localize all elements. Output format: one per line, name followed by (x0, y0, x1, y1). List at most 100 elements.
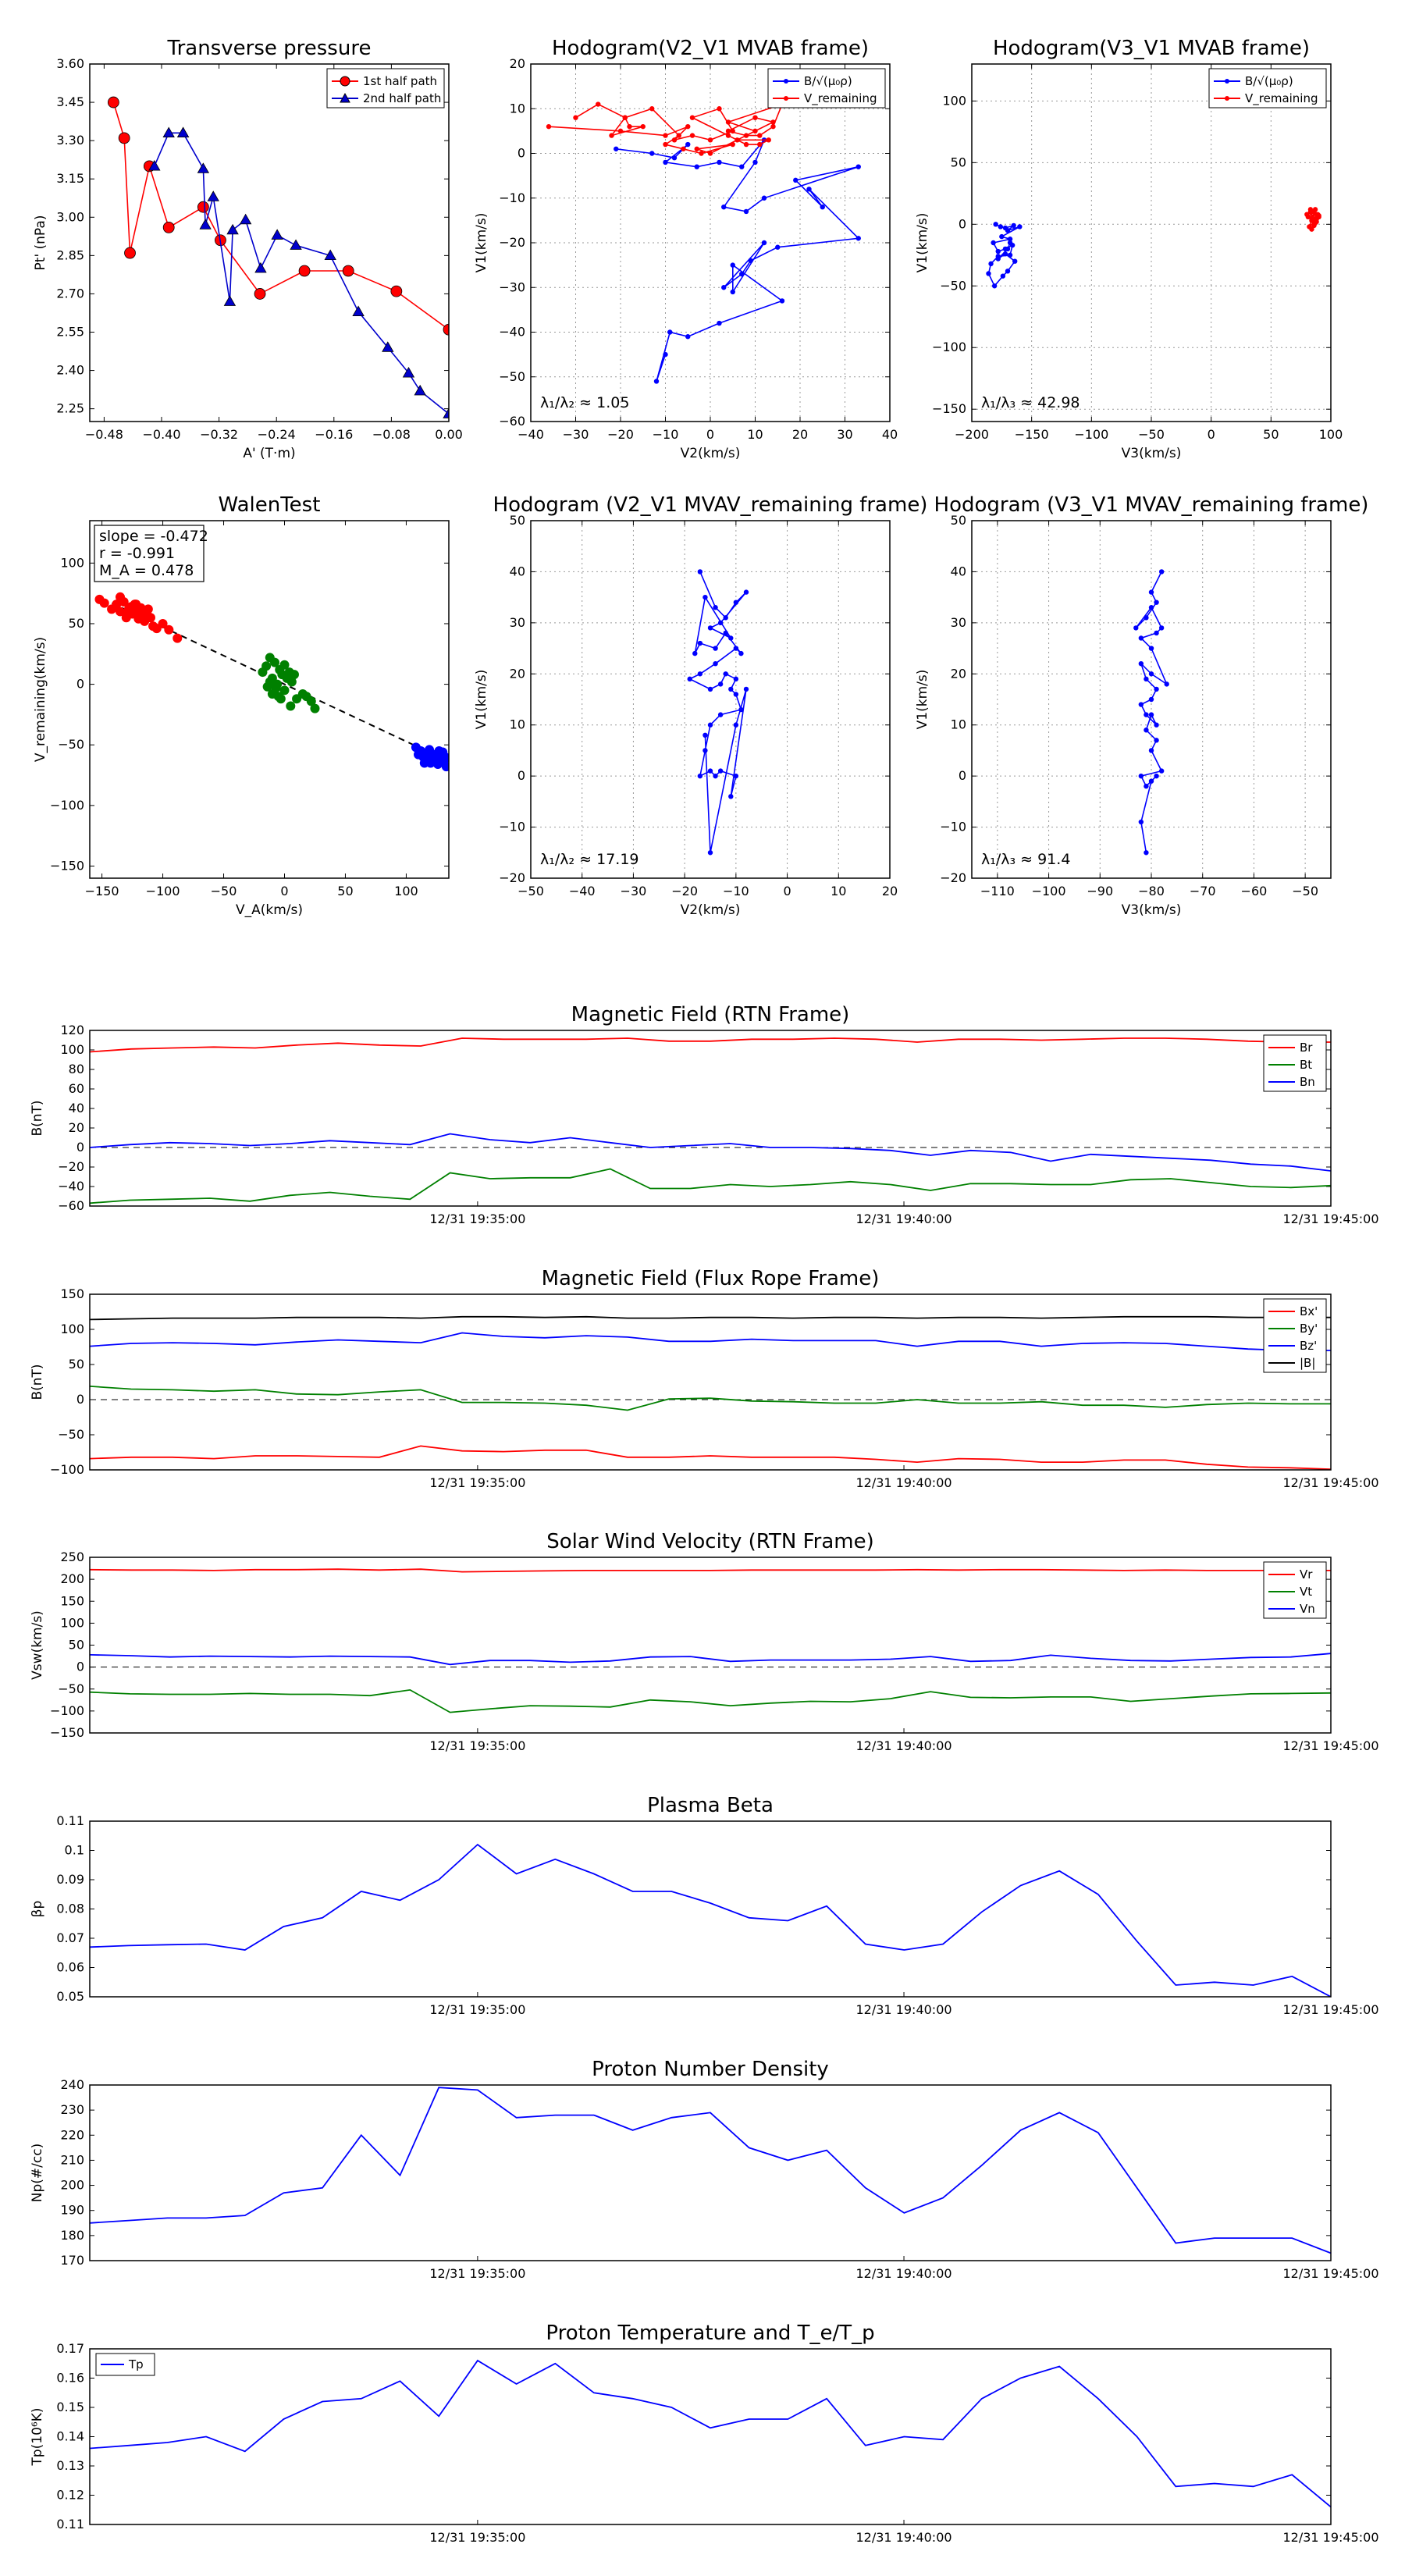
data-point (240, 215, 251, 224)
y-tick-label: 100 (942, 93, 966, 108)
x-tick-label: 12/31 19:35:00 (429, 1475, 525, 1490)
y-tick-label: 40 (69, 1101, 84, 1115)
data-layer (90, 1845, 1331, 1997)
y-tick-label: −10 (499, 820, 525, 834)
axes-frame (90, 2085, 1331, 2261)
data-point (1005, 247, 1010, 251)
series-line-vt (90, 1690, 1331, 1713)
data-point (1139, 820, 1144, 824)
y-tick-label: 2.70 (56, 286, 84, 301)
x-tick-label: 12/31 19:40:00 (856, 2266, 952, 2281)
data-point (391, 286, 402, 297)
series-line-vr (90, 1569, 1331, 1571)
y-tick-label: 180 (60, 2228, 84, 2243)
legend-label: V_remaining (804, 91, 877, 106)
y-tick-label: 20 (510, 666, 525, 681)
chart-title: Solar Wind Velocity (RTN Frame) (546, 1530, 873, 1553)
data-point (272, 229, 283, 239)
x-tick-label: −40 (518, 427, 544, 442)
data-point (713, 646, 717, 650)
data-point (726, 133, 731, 137)
y-tick-label: 3.00 (56, 209, 84, 224)
data-point (708, 625, 713, 630)
data-point (757, 133, 762, 137)
series-line--b- (90, 1317, 1331, 1320)
y-tick-label: 0 (76, 1392, 84, 1407)
y-tick-label: 100 (60, 555, 84, 570)
y-tick-label: 0.15 (56, 2400, 84, 2414)
data-point (702, 748, 707, 753)
panel-h1: Hodogram(V2_V1 MVAB frame)−60−50−40−30−2… (474, 37, 898, 461)
y-tick-label: 0.11 (56, 2517, 84, 2532)
data-point (713, 605, 717, 610)
y-tick-label: −50 (58, 737, 84, 752)
panel-mag_fr: Magnetic Field (Flux Rope Frame)−100−500… (30, 1267, 1379, 1490)
data-point (1008, 253, 1012, 258)
data-point (614, 147, 618, 151)
data-point (695, 147, 699, 151)
y-tick-label: 190 (60, 2203, 84, 2218)
legend-label: Vn (1300, 1602, 1315, 1616)
data-point (1139, 702, 1144, 706)
data-point (757, 142, 762, 147)
data-point (702, 595, 707, 600)
data-point (1149, 748, 1154, 753)
data-point (739, 272, 744, 276)
data-point (744, 687, 749, 692)
x-axis-label: V_A(km/s) (236, 902, 303, 918)
legend-marker (784, 79, 788, 84)
x-tick-label: 12/31 19:40:00 (856, 1475, 952, 1490)
x-tick-label: −0.48 (85, 427, 123, 442)
x-tick-label: 0.00 (435, 427, 463, 442)
data-point (698, 671, 702, 676)
data-point (991, 240, 995, 245)
data-point (108, 97, 119, 108)
data-point (724, 615, 728, 620)
y-tick-label: 0.16 (56, 2371, 84, 2386)
y-tick-label: 50 (69, 616, 84, 631)
x-tick-label: −10 (723, 884, 749, 898)
data-point (609, 133, 614, 137)
data-point (1003, 251, 1008, 256)
legend-label: Tp (128, 2357, 144, 2371)
data-point (717, 106, 721, 111)
data-point (685, 142, 690, 147)
y-axis-label: B(nT) (30, 1364, 45, 1400)
x-tick-label: −20 (671, 884, 698, 898)
y-axis-label: B(nT) (30, 1100, 45, 1136)
data-point (119, 133, 130, 144)
y-axis-label: V_remaining(km/s) (33, 637, 48, 762)
data-layer (90, 1569, 1331, 1712)
data-point (717, 321, 721, 326)
data-point (728, 687, 733, 692)
data-point (1005, 228, 1010, 233)
panel-h3: Hodogram (V2_V1 MVAV_remaining frame)−20… (474, 493, 927, 918)
y-tick-label: 3.30 (56, 133, 84, 148)
y-tick-label: 0.05 (56, 1989, 84, 2004)
chart-title: Magnetic Field (RTN Frame) (571, 1003, 850, 1026)
y-tick-label: −20 (499, 235, 525, 250)
x-tick-label: 12/31 19:40:00 (856, 1738, 952, 1753)
stats-line: r = -0.991 (99, 545, 175, 562)
y-tick-label: 20 (510, 56, 525, 71)
x-tick-label: −50 (518, 884, 544, 898)
data-point (1144, 850, 1148, 855)
chart-title: Hodogram(V2_V1 MVAB frame) (552, 37, 869, 60)
axes-frame (90, 1294, 1331, 1470)
y-tick-label: 40 (951, 564, 966, 578)
data-point (734, 774, 738, 778)
data-point (993, 222, 998, 226)
y-tick-label: 50 (510, 513, 525, 528)
y-tick-label: 150 (60, 1286, 84, 1301)
x-tick-label: 12/31 19:40:00 (856, 2530, 952, 2545)
y-tick-label: 0.07 (56, 1930, 84, 1945)
series-line-bt (90, 1169, 1331, 1204)
series-line-b (1136, 571, 1166, 852)
y-tick-label: −60 (58, 1198, 84, 1213)
chart-title: Proton Number Density (592, 2058, 829, 2081)
data-point (724, 671, 728, 676)
data-point (734, 646, 738, 650)
x-tick-label: 0 (280, 884, 288, 898)
x-tick-label: 50 (337, 884, 353, 898)
data-point (770, 124, 775, 129)
